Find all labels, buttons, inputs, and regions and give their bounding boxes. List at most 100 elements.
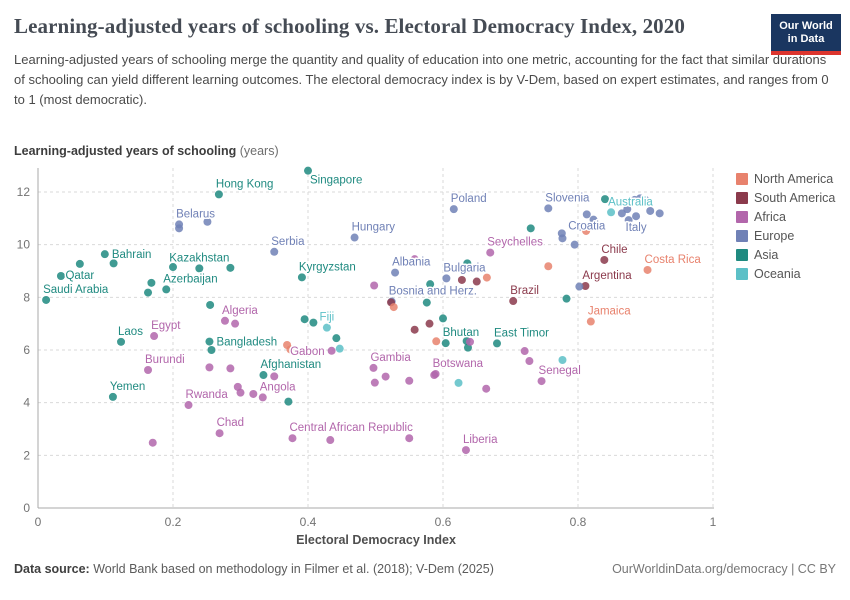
data-point-bhutan[interactable]	[441, 339, 450, 348]
data-point[interactable]	[432, 337, 441, 346]
data-point[interactable]	[655, 209, 664, 218]
data-point-chad[interactable]	[215, 429, 224, 438]
data-point-fiji[interactable]	[322, 323, 331, 332]
data-point[interactable]	[286, 345, 295, 354]
data-point[interactable]	[439, 314, 447, 323]
data-point[interactable]	[526, 224, 535, 233]
data-point-italy[interactable]	[632, 212, 641, 221]
data-point[interactable]	[544, 262, 553, 271]
data-point[interactable]	[601, 195, 609, 204]
legend-item-europe[interactable]: Europe	[736, 226, 835, 245]
data-point[interactable]	[370, 281, 379, 290]
data-point-albania[interactable]	[391, 268, 400, 277]
data-point-croatia[interactable]	[582, 210, 591, 219]
owid-logo[interactable]: Our World in Data	[771, 14, 841, 56]
data-point[interactable]	[641, 195, 650, 204]
data-point[interactable]	[205, 363, 214, 372]
data-point-rwanda[interactable]	[184, 401, 193, 410]
data-point-bulgaria[interactable]	[442, 274, 451, 283]
data-point-singapore[interactable]	[304, 166, 312, 175]
data-point-argentina[interactable]	[581, 282, 590, 291]
data-point[interactable]	[482, 384, 491, 393]
data-point-liberia[interactable]	[461, 446, 470, 455]
data-point[interactable]	[206, 300, 215, 309]
data-point[interactable]	[389, 303, 398, 312]
data-point[interactable]	[482, 273, 491, 282]
data-point[interactable]	[405, 434, 414, 443]
attribution-link[interactable]: OurWorldinData.org/democracy | CC BY	[612, 562, 836, 576]
legend-item-south-america[interactable]: South America	[736, 188, 835, 207]
data-point[interactable]	[472, 277, 481, 286]
data-point-bangladesh[interactable]	[205, 337, 214, 346]
data-point-afghanistan[interactable]	[259, 371, 268, 380]
data-point-australia[interactable]	[607, 208, 616, 217]
data-point-qatar[interactable]	[75, 259, 84, 268]
data-point[interactable]	[575, 222, 584, 231]
data-point-brazil[interactable]	[509, 297, 518, 306]
data-point-central-african-republic[interactable]	[288, 434, 297, 443]
data-point[interactable]	[109, 259, 118, 268]
data-point-chile[interactable]	[600, 255, 609, 264]
legend-item-asia[interactable]: Asia	[736, 245, 835, 264]
data-point-jamaica[interactable]	[586, 317, 595, 326]
data-point-angola[interactable]	[258, 393, 267, 402]
data-point[interactable]	[175, 224, 184, 233]
data-point-azerbaijan[interactable]	[162, 285, 171, 294]
data-point[interactable]	[300, 315, 309, 324]
legend-item-oceania[interactable]: Oceania	[736, 264, 835, 283]
data-point[interactable]	[169, 263, 177, 272]
legend-item-north-america[interactable]: North America	[736, 169, 835, 188]
data-point[interactable]	[332, 334, 341, 343]
data-point-gabon[interactable]	[327, 346, 336, 355]
data-point[interactable]	[144, 288, 153, 297]
data-point[interactable]	[410, 325, 419, 334]
data-point[interactable]	[562, 294, 571, 303]
data-point[interactable]	[231, 319, 240, 328]
data-point[interactable]	[589, 215, 598, 224]
data-point[interactable]	[148, 438, 157, 447]
data-point[interactable]	[463, 259, 472, 268]
data-point[interactable]	[426, 280, 435, 289]
data-point-slovenia[interactable]	[544, 204, 553, 213]
data-point-gambia[interactable]	[369, 363, 378, 372]
data-point[interactable]	[326, 436, 335, 445]
data-point[interactable]	[582, 226, 591, 235]
data-point-hungary[interactable]	[350, 233, 359, 242]
data-point[interactable]	[457, 275, 466, 284]
data-point-seychelles[interactable]	[486, 248, 495, 257]
data-point[interactable]	[570, 240, 579, 249]
data-point[interactable]	[430, 371, 439, 380]
data-point-egypt[interactable]	[150, 332, 159, 341]
data-point[interactable]	[575, 282, 584, 291]
data-point[interactable]	[558, 356, 567, 365]
data-point[interactable]	[56, 272, 65, 281]
data-point[interactable]	[425, 319, 434, 328]
data-point[interactable]	[617, 209, 626, 218]
data-point-bahrain[interactable]	[100, 250, 109, 259]
data-point-costa-rica[interactable]	[643, 265, 652, 274]
data-point-kyrgyzstan[interactable]	[297, 273, 306, 282]
data-point[interactable]	[410, 255, 419, 264]
scatter-plot[interactable]: 0 2 4 6 8 10 12 0 0.2 0.4 0.6 0.8 1 Electoral Democra…	[0, 145, 850, 560]
data-point[interactable]	[335, 344, 344, 353]
data-point[interactable]	[558, 234, 567, 243]
data-point-poland[interactable]	[449, 205, 458, 214]
data-point[interactable]	[226, 364, 235, 373]
data-point-saudi-arabia[interactable]	[42, 295, 51, 304]
data-point-kazakhstan[interactable]	[195, 264, 204, 273]
data-point[interactable]	[236, 388, 245, 397]
data-point[interactable]	[422, 298, 431, 307]
data-point[interactable]	[405, 376, 414, 385]
data-point[interactable]	[207, 346, 216, 355]
data-point-serbia[interactable]	[270, 247, 279, 256]
data-point[interactable]	[623, 205, 632, 214]
data-point[interactable]	[284, 397, 293, 406]
data-point[interactable]	[249, 389, 258, 398]
data-point[interactable]	[646, 206, 655, 215]
data-point-laos[interactable]	[117, 337, 126, 346]
data-point[interactable]	[381, 372, 390, 381]
data-point-hong-kong[interactable]	[214, 190, 223, 199]
data-point-east-timor[interactable]	[493, 339, 501, 348]
data-point[interactable]	[624, 216, 633, 225]
data-point-burundi[interactable]	[144, 366, 153, 375]
